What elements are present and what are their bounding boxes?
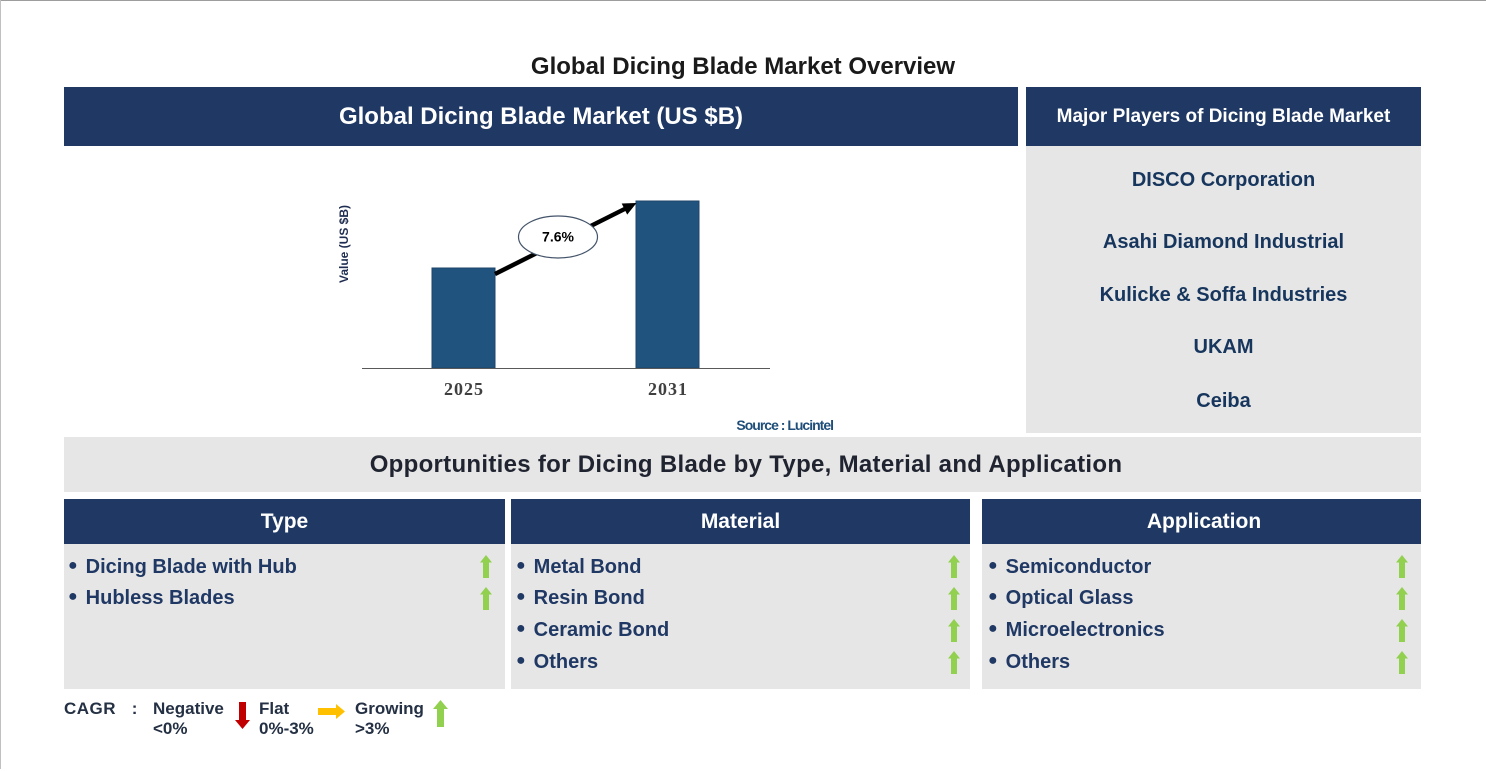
- svg-text:Value (US $B): Value (US $B): [337, 205, 351, 283]
- svg-text:7.6%: 7.6%: [542, 229, 574, 245]
